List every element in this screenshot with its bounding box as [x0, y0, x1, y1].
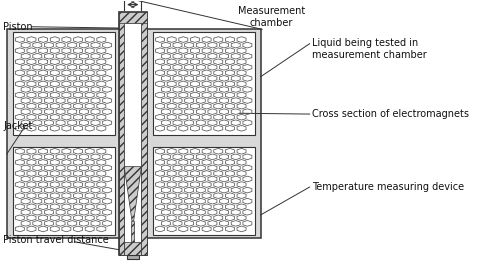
- Polygon shape: [124, 167, 142, 221]
- Text: Jacket: Jacket: [3, 121, 32, 131]
- Bar: [12, 147, 115, 235]
- Text: Measurement
chamber: Measurement chamber: [238, 6, 305, 28]
- Text: Liquid being tested in
measurement chamber: Liquid being tested in measurement chamb…: [312, 38, 427, 60]
- Bar: [147, 29, 260, 238]
- Bar: [7, 29, 120, 238]
- Text: Piston: Piston: [3, 22, 32, 32]
- Bar: [132, 221, 134, 242]
- Bar: [153, 32, 255, 135]
- Bar: [118, 12, 124, 255]
- Bar: [118, 12, 147, 255]
- Bar: [142, 12, 147, 255]
- Bar: [124, 23, 142, 167]
- Bar: [124, 242, 142, 255]
- Bar: [12, 32, 115, 135]
- Bar: [153, 147, 255, 235]
- Text: Cross section of electromagnets: Cross section of electromagnets: [312, 109, 469, 119]
- Text: Temperature measuring device: Temperature measuring device: [312, 182, 464, 192]
- Bar: [127, 255, 138, 259]
- Text: Piston travel distance: Piston travel distance: [3, 236, 109, 245]
- Bar: [118, 12, 147, 23]
